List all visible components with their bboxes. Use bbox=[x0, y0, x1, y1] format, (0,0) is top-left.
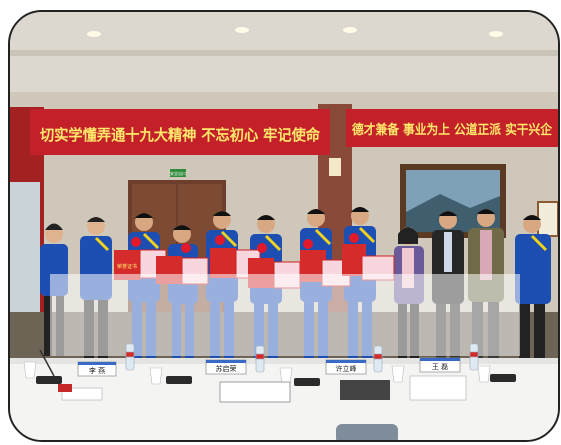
ceiling-lights bbox=[87, 27, 503, 37]
person-12 bbox=[515, 215, 551, 358]
name-card-1: 李 燕 bbox=[89, 366, 105, 375]
red-flowers bbox=[131, 233, 359, 253]
wall-certificate bbox=[537, 201, 558, 237]
banner-right bbox=[346, 109, 558, 147]
notebooks bbox=[58, 375, 467, 403]
banner-left-text: 切实学懂弄通十九大精神 不忘初心 牢记使命 bbox=[40, 126, 321, 144]
name-cards: 李 燕 苏启荣 许立峰 王 磊 bbox=[77, 357, 461, 377]
wall-lamp bbox=[329, 158, 341, 176]
water-bottles bbox=[125, 343, 479, 373]
exit-sign-text: 安全出口 bbox=[170, 170, 186, 176]
exit-sign bbox=[170, 169, 186, 177]
banner-right-text: 德才兼备 事业为上 公道正派 实干兴企 bbox=[352, 122, 553, 138]
certificate-label: 荣誉证书 bbox=[117, 263, 137, 270]
microphones bbox=[36, 349, 516, 386]
chair-back bbox=[336, 424, 398, 440]
name-card-2: 苏启荣 bbox=[216, 364, 237, 373]
photo-frame: 切实学懂弄通十九大精神 不忘初心 牢记使命 德才兼备 事业为上 公道正派 实干兴… bbox=[8, 10, 560, 442]
name-card-3: 许立峰 bbox=[336, 364, 357, 373]
banner-left bbox=[30, 109, 330, 155]
table-skirt bbox=[50, 274, 520, 356]
award-ceremony-photo: 切实学懂弄通十九大精神 不忘初心 牢记使命 德才兼备 事业为上 公道正派 实干兴… bbox=[10, 12, 558, 440]
tea-cups bbox=[23, 361, 491, 385]
name-card-4: 王 磊 bbox=[432, 363, 448, 371]
